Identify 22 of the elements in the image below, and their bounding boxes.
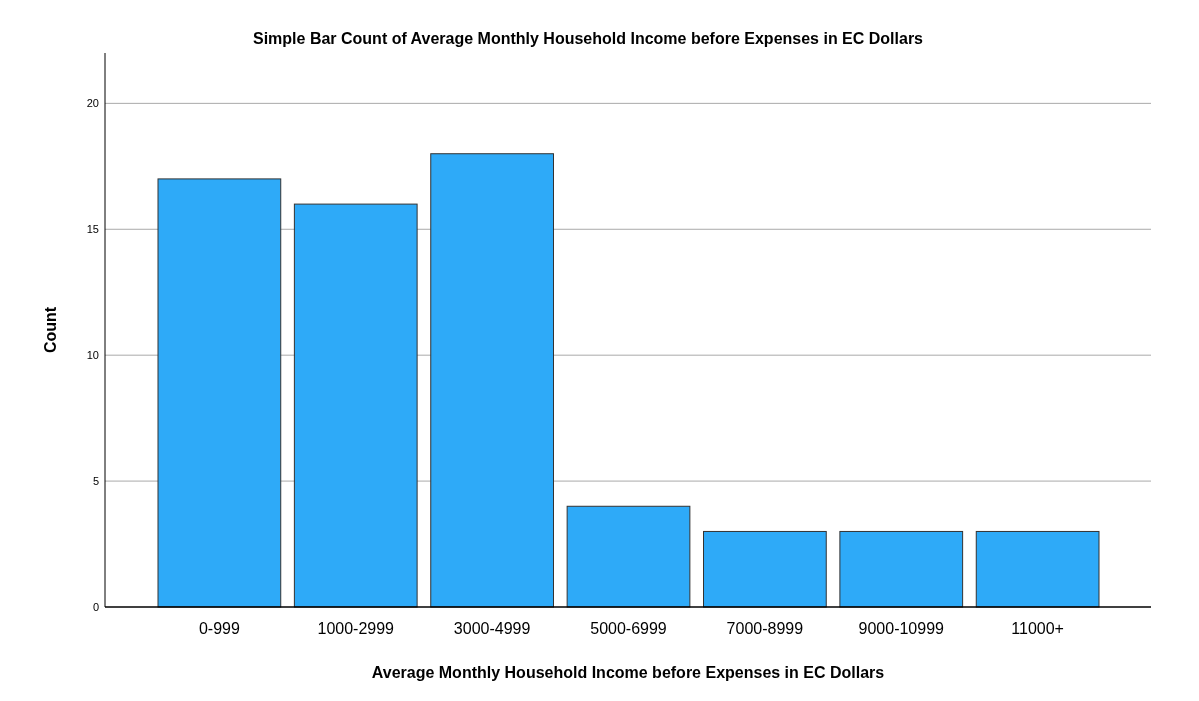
- x-axis-title: Average Monthly Household Income before Expenses in EC Dollars: [371, 664, 885, 681]
- bar: [293, 203, 418, 608]
- bar: [430, 153, 554, 608]
- x-tick-label: 0-999: [198, 620, 240, 637]
- bar: [703, 530, 827, 608]
- x-tick-label: 3000-4999: [453, 620, 531, 637]
- y-tick-label: 0: [92, 600, 99, 613]
- bar: [839, 530, 964, 608]
- x-tick-label: 11000+: [1011, 620, 1064, 637]
- x-tick-label: 5000-6999: [590, 620, 667, 637]
- y-axis-title: Count: [42, 306, 59, 354]
- y-tick-label: 5: [92, 474, 99, 487]
- x-tick-label: 7000-8999: [726, 620, 804, 637]
- x-tick-label: 9000-10999: [858, 620, 945, 637]
- bar: [157, 178, 282, 608]
- bar: [566, 505, 691, 608]
- y-tick-label: 15: [86, 223, 99, 236]
- y-tick-label: 10: [86, 349, 99, 362]
- bar: [975, 530, 1100, 608]
- y-tick-label: 20: [86, 97, 99, 110]
- chart-title: Simple Bar Count of Average Monthly Household Income before Expenses in EC Dollars: [252, 30, 924, 47]
- x-tick-label: 1000-2999: [317, 620, 395, 637]
